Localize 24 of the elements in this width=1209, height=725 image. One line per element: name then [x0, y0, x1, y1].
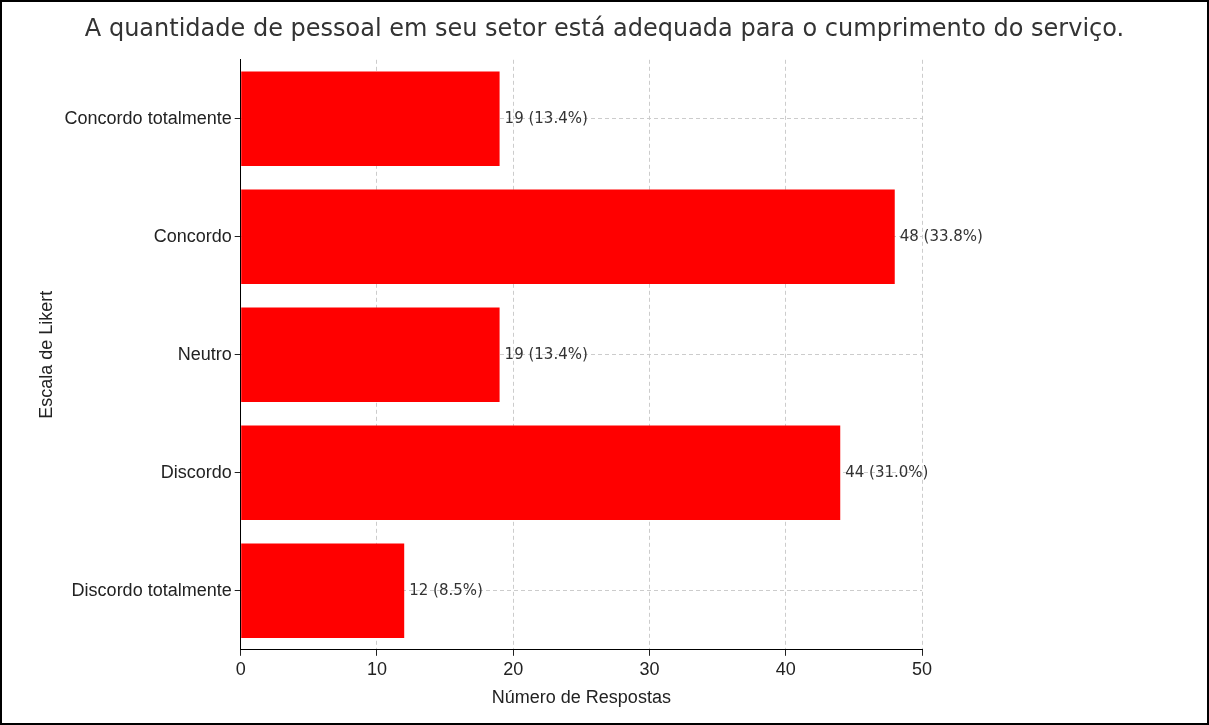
bar [241, 425, 841, 520]
bar [241, 543, 405, 638]
data-label: 19 (13.4%) [504, 108, 588, 127]
y-tick-label: Concordo totalmente [64, 107, 232, 128]
x-tick-label: 30 [639, 658, 660, 679]
data-label: 48 (33.8%) [899, 226, 983, 245]
x-tick-label: 40 [775, 658, 796, 679]
chart-title: A quantidade de pessoal em seu setor está adequada para o cumprimento do serviço. [83, 14, 1126, 42]
bar [241, 71, 500, 166]
x-tick-label: 10 [366, 658, 387, 679]
data-label: 44 (31.0%) [845, 462, 929, 481]
x-tick-label: 0 [235, 658, 246, 679]
y-tick-label: Discordo [160, 461, 232, 482]
data-label: 19 (13.4%) [504, 344, 588, 363]
y-tick-label: Concordo [153, 225, 232, 246]
bar [241, 189, 895, 284]
y-axis-title: Escala de Likert [35, 290, 56, 419]
bar [241, 307, 500, 402]
y-tick-label: Discordo totalmente [71, 579, 232, 600]
x-axis-title: Número de Respostas [491, 687, 671, 708]
data-label: 12 (8.5%) [409, 580, 483, 599]
x-tick-label: 50 [911, 658, 933, 679]
y-tick-label: Neutro [177, 343, 232, 364]
x-tick-label: 20 [503, 658, 524, 679]
